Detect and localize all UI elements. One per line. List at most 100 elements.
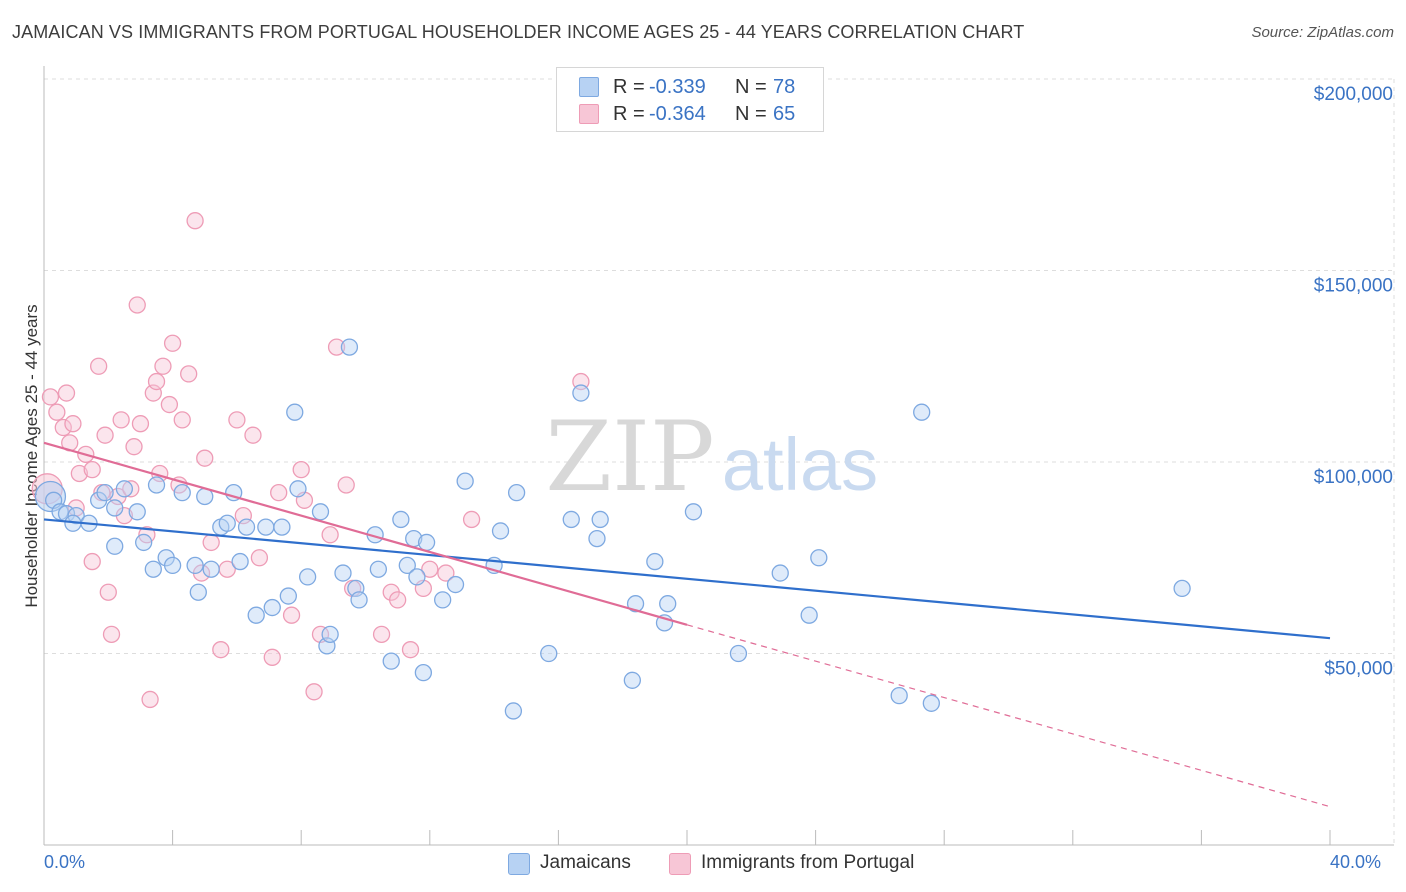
jamaican-point <box>659 595 677 613</box>
portugal-trend-line <box>43 441 688 626</box>
jamaican-point <box>106 499 124 517</box>
jamaican-point <box>369 560 388 578</box>
portugal-point <box>186 212 204 230</box>
portugal-point <box>327 338 346 356</box>
trend-lines <box>43 441 1331 808</box>
jamaican-point <box>504 702 523 720</box>
jamaican-point <box>298 568 317 586</box>
jamaican-point <box>202 560 220 578</box>
portugal-point <box>125 438 143 456</box>
jamaicans-trend-line <box>43 518 1331 640</box>
portugal-point <box>337 476 355 494</box>
portugal-point <box>160 395 179 414</box>
portugal-point <box>128 296 146 314</box>
portugal-point <box>112 411 130 429</box>
jamaican-point <box>334 564 352 582</box>
jamaican-point <box>144 560 162 578</box>
jamaican-point <box>340 338 359 356</box>
portugal-point <box>462 510 481 529</box>
portugal-point <box>57 384 76 402</box>
y-tick-label: $100,000 <box>1314 467 1393 488</box>
portugal-point <box>180 365 198 383</box>
portugal-point <box>196 449 214 467</box>
jamaican-point <box>279 587 297 605</box>
jamaican-point <box>729 644 748 663</box>
jamaican-point <box>540 644 558 663</box>
jamaican-point <box>231 552 249 571</box>
portugal-point <box>421 560 439 578</box>
jamaican-point <box>173 483 191 502</box>
jamaican-point <box>398 556 416 575</box>
jamaican-point <box>408 568 426 586</box>
jamaican-point <box>623 671 641 689</box>
y-tick-label: $200,000 <box>1314 84 1393 105</box>
portugal-point <box>83 461 101 479</box>
portugal-point <box>305 683 323 701</box>
jamaican-point <box>414 664 433 682</box>
jamaican-point <box>417 533 436 552</box>
portugal-point <box>122 480 140 498</box>
jamaican-point <box>237 518 256 536</box>
jamaican-point <box>922 694 940 712</box>
portugal-point <box>141 690 159 709</box>
n-label: N = <box>735 76 767 98</box>
portugal-point <box>228 411 246 429</box>
jamaican-point <box>106 537 124 555</box>
portugal-point <box>99 583 117 601</box>
jamaican-point <box>392 510 410 529</box>
r-value: -0.339 <box>649 76 706 98</box>
portugal-point <box>321 526 339 544</box>
portugal-point <box>173 411 191 429</box>
portugal-point <box>54 418 72 437</box>
portugal-point <box>154 357 172 375</box>
jamaican-point <box>189 583 207 601</box>
blue-swatch <box>508 853 530 875</box>
jamaican-point <box>572 384 590 402</box>
r-value: -0.364 <box>649 103 706 125</box>
jamaican-point <box>311 503 330 521</box>
portugal-point <box>64 415 82 433</box>
series-jamaicans-points <box>34 338 1191 720</box>
portugal-point <box>244 426 262 444</box>
legend-label: Jamaicans <box>540 852 631 873</box>
jamaican-point <box>286 403 304 421</box>
jamaican-point <box>321 625 339 643</box>
chart-title: JAMAICAN VS IMMIGRANTS FROM PORTUGAL HOU… <box>12 22 1025 42</box>
jamaican-point <box>350 591 368 609</box>
jamaican-point <box>382 652 400 670</box>
r-label: R = <box>613 76 645 98</box>
portugal-point <box>372 625 391 643</box>
portugal-point <box>41 388 60 406</box>
jamaican-point <box>218 514 236 532</box>
r-label: R = <box>613 103 645 125</box>
jamaican-point <box>456 472 474 490</box>
jamaican-point <box>247 606 265 624</box>
portugal-point <box>212 641 230 659</box>
n-value: 78 <box>773 76 796 98</box>
portugal-point <box>250 549 269 567</box>
portugal-point <box>282 606 301 624</box>
jamaican-point <box>507 483 526 502</box>
jamaican-point <box>147 476 166 494</box>
watermark: ZIP atlas <box>545 401 878 513</box>
x-tick-max: 40.0% <box>1330 852 1382 872</box>
portugal-point <box>437 564 455 582</box>
portugal-point <box>292 461 310 479</box>
gridlines <box>44 78 1395 845</box>
jamaican-point <box>434 591 452 609</box>
portugal-point <box>70 464 89 483</box>
pink-swatch <box>669 853 691 875</box>
jamaican-point <box>135 533 153 552</box>
portugal-point <box>48 403 66 421</box>
portugal-point <box>163 334 182 352</box>
portugal-point <box>270 483 288 502</box>
portugal-point <box>388 591 407 609</box>
jamaican-point <box>273 518 291 536</box>
source-credit: Source: ZipAtlas.com <box>1251 24 1394 41</box>
jamaican-point <box>913 403 931 421</box>
portugal-point <box>90 357 108 375</box>
jamaican-point <box>51 503 69 521</box>
jamaican-point <box>562 510 580 529</box>
jamaican-point <box>646 552 664 571</box>
